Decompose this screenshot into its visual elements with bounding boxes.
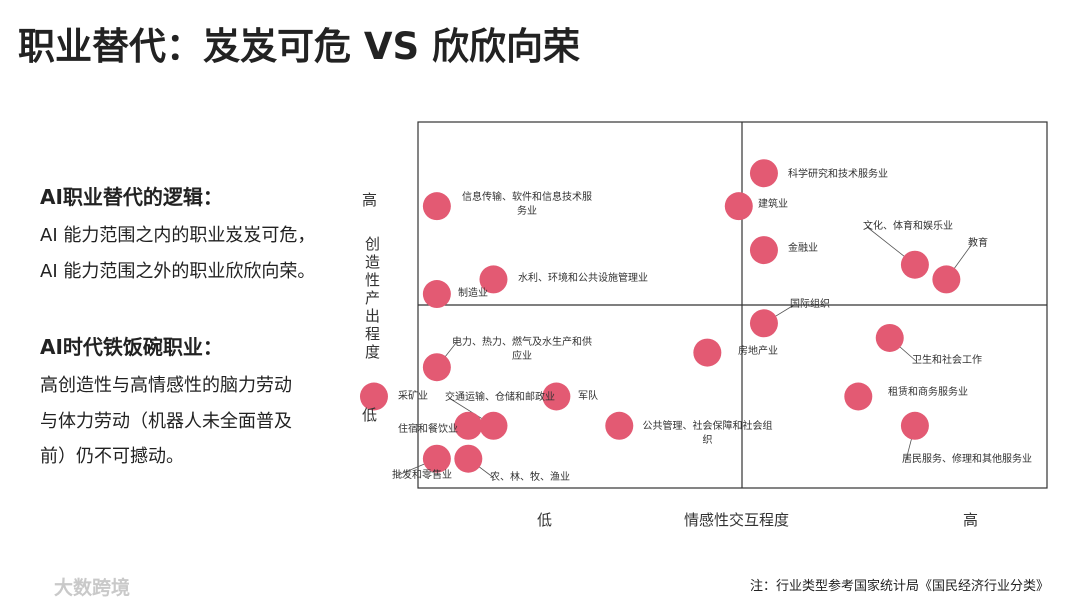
- point: [422, 280, 451, 309]
- point-label: 农、林、牧、渔业: [490, 472, 570, 483]
- point-label: 制造业: [458, 288, 488, 299]
- x-axis-label: 情感性交互程度: [684, 511, 790, 529]
- point-label: 文化、体育和娱乐业: [863, 221, 953, 232]
- point-label: 电力、热力、燃气及水生产和供应业: [452, 337, 592, 362]
- point-label: 采矿业: [398, 391, 428, 402]
- point: [422, 353, 451, 382]
- text-line: AI 能力范围之内的职业岌岌可危，: [40, 225, 316, 246]
- point: [454, 411, 483, 440]
- point-label: 租赁和商务服务业: [888, 387, 968, 398]
- point-label: 建筑业: [758, 199, 788, 210]
- point: [844, 382, 873, 411]
- text-line: 前）仍不可撼动。: [40, 446, 184, 467]
- point-label: 金融业: [788, 243, 818, 254]
- point: [605, 411, 634, 440]
- point-label: 交通运输、仓储和邮政业: [445, 392, 555, 403]
- point-label: 公共管理、社会保障和社会组织: [642, 421, 773, 446]
- text-line: 高创造性与高情感性的脑力劳动: [40, 375, 292, 396]
- text-line: 与体力劳动（机器人未全面普及: [40, 411, 292, 432]
- y-high-label: 高: [362, 191, 378, 209]
- point: [454, 444, 483, 473]
- footnote: 注：行业类型参考国家统计局《国民经济行业分类》: [750, 579, 1050, 594]
- point: [542, 382, 571, 411]
- text-line: AI 能力范围之外的职业欣欣向荣。: [40, 261, 316, 282]
- section-heading: AI时代铁饭碗职业：: [40, 335, 223, 359]
- point: [479, 411, 508, 440]
- point-label: 房地产业: [738, 346, 778, 357]
- point: [422, 444, 451, 473]
- y-axis-label: 创造性产出程度: [363, 236, 381, 362]
- section-heading: AI职业替代的逻辑：: [40, 185, 223, 209]
- point: [900, 411, 929, 440]
- point: [479, 265, 508, 294]
- point-label: 军队: [578, 391, 598, 402]
- point-label: 国际组织: [790, 299, 830, 310]
- x-high-label: 高: [963, 511, 979, 529]
- x-low-label: 低: [537, 511, 553, 529]
- point: [422, 192, 451, 221]
- point-label: 批发和零售业: [392, 470, 452, 481]
- point: [724, 192, 753, 221]
- point-label: 教育: [968, 238, 988, 249]
- point: [932, 265, 961, 294]
- point-label: 住宿和餐饮业: [398, 424, 458, 435]
- watermark: 大数跨境: [54, 577, 131, 599]
- point: [749, 236, 778, 265]
- y-low-label: 低: [362, 406, 378, 424]
- point-label: 水利、环境和公共设施管理业: [518, 273, 648, 284]
- point-label: 卫生和社会工作: [912, 355, 982, 366]
- point-label: 信息传输、软件和信息技术服务业: [462, 192, 592, 217]
- point: [749, 159, 778, 188]
- point: [359, 382, 388, 411]
- point-label: 科学研究和技术服务业: [788, 169, 888, 180]
- marks: [359, 159, 973, 479]
- point: [749, 309, 778, 338]
- slide-title: 职业替代：岌岌可危 VS 欣欣向荣: [18, 25, 581, 68]
- point: [693, 338, 722, 367]
- point-label: 居民服务、修理和其他服务业: [902, 454, 1032, 465]
- point: [900, 250, 929, 279]
- point: [875, 323, 904, 352]
